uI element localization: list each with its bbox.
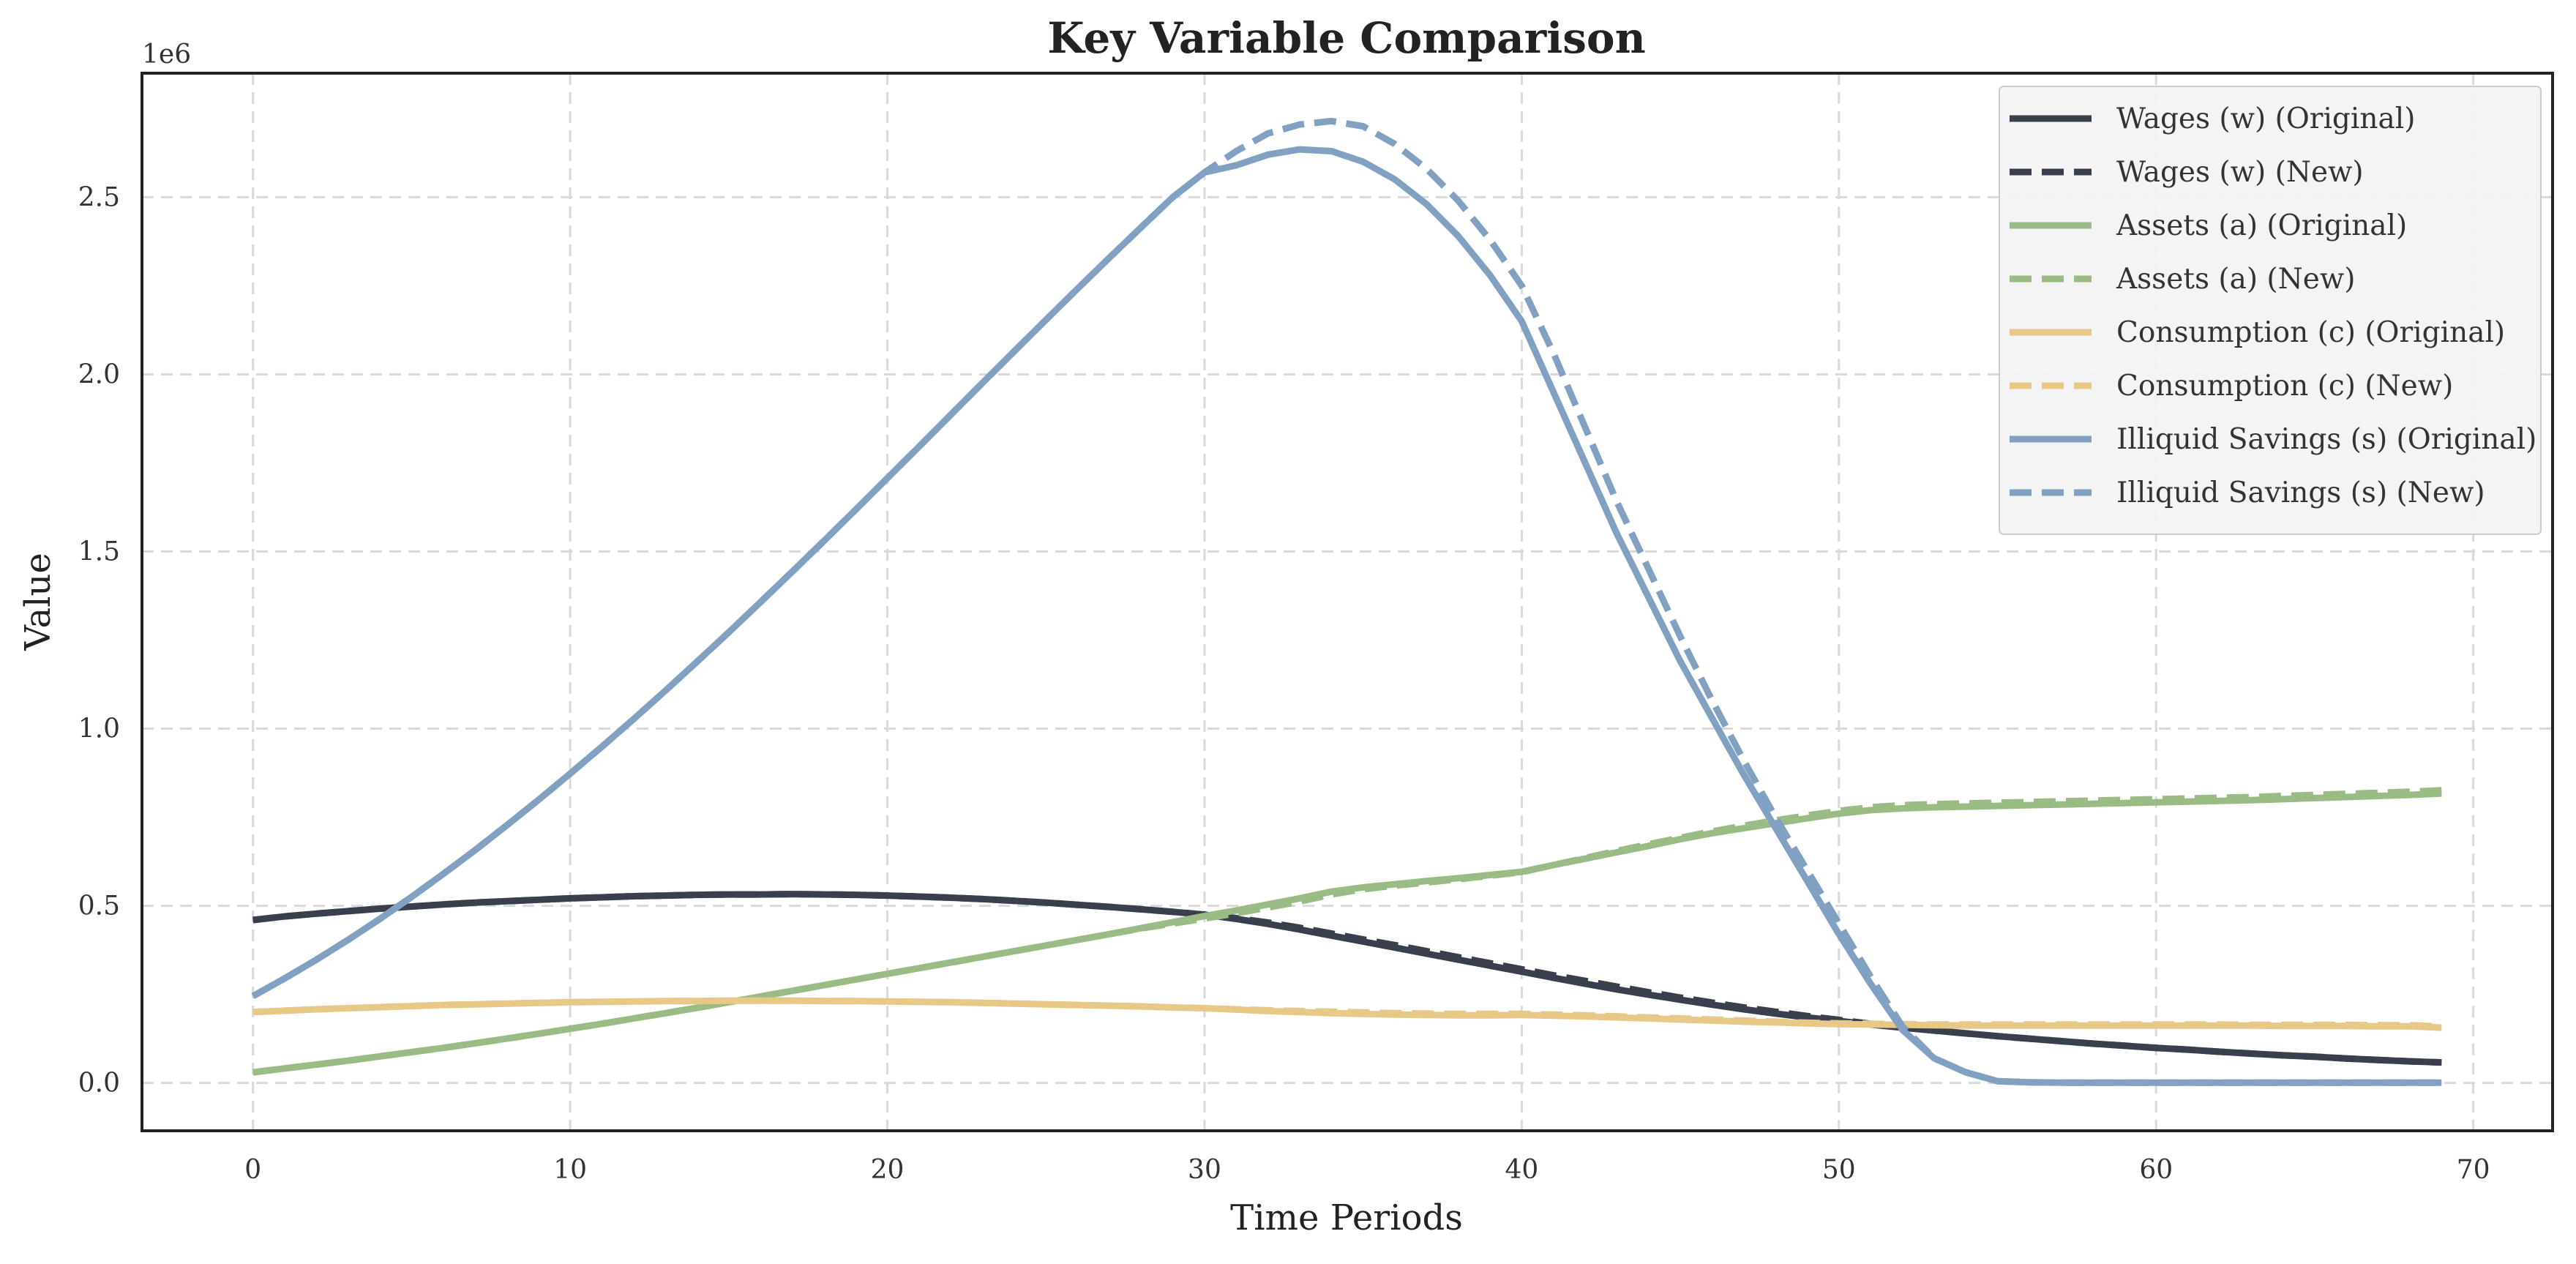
x-tick-label: 30 bbox=[1188, 1155, 1221, 1185]
chart-title: Key Variable Comparison bbox=[1047, 13, 1646, 63]
y-tick-label: 1.0 bbox=[78, 714, 120, 744]
legend-label: Assets (a) (Original) bbox=[2116, 209, 2407, 242]
series-line-wages-w-original bbox=[252, 891, 2442, 1066]
legend-label: Illiquid Savings (s) (New) bbox=[2116, 476, 2485, 509]
x-tick-label: 0 bbox=[244, 1155, 261, 1185]
y-tick-label: 0.0 bbox=[78, 1069, 120, 1099]
x-tick-label: 60 bbox=[2139, 1155, 2173, 1185]
y-tick-label: 1.5 bbox=[78, 537, 120, 567]
legend: Wages (w) (Original) Wages (w) (New) Asset… bbox=[1999, 86, 2542, 535]
x-tick-label: 10 bbox=[553, 1155, 587, 1185]
legend-label: Illiquid Savings (s) (Original) bbox=[2116, 423, 2536, 456]
series-line-wages-w-new bbox=[252, 891, 2442, 1066]
x-tick-label: 70 bbox=[2457, 1155, 2490, 1185]
x-tick-label: 40 bbox=[1505, 1155, 1538, 1185]
y-tick-label: 0.5 bbox=[78, 891, 120, 921]
y-offset-label: 1e6 bbox=[142, 40, 191, 70]
x-axis-label: Time Periods bbox=[1230, 1197, 1463, 1238]
y-tick-label: 2.5 bbox=[78, 182, 120, 212]
x-ticks: 0 10 20 30 40 50 60 70 bbox=[244, 1155, 2490, 1185]
legend-label: Consumption (c) (New) bbox=[2116, 370, 2453, 403]
y-ticks: 0.0 0.5 1.0 1.5 2.0 2.5 bbox=[78, 182, 120, 1098]
legend-label: Wages (w) (Original) bbox=[2116, 102, 2415, 135]
series-line-assets-a-original bbox=[252, 790, 2442, 1076]
legend-box bbox=[1999, 86, 2542, 535]
y-axis-label: Value bbox=[18, 553, 59, 651]
series-line-consumption-c-new bbox=[252, 997, 2442, 1031]
y-tick-label: 2.0 bbox=[78, 359, 120, 389]
legend-label: Consumption (c) (Original) bbox=[2116, 316, 2505, 349]
legend-label: Assets (a) (New) bbox=[2116, 263, 2355, 296]
series-layer bbox=[251, 117, 2442, 1086]
plot-frame bbox=[141, 72, 2554, 1132]
x-tick-label: 20 bbox=[871, 1155, 905, 1185]
series-line-assets-a-new bbox=[252, 787, 2442, 1076]
legend-label: Wages (w) (New) bbox=[2116, 156, 2364, 189]
series-line-illiquid-savings-s-new bbox=[251, 117, 2442, 1086]
x-tick-label: 50 bbox=[1822, 1155, 1856, 1185]
